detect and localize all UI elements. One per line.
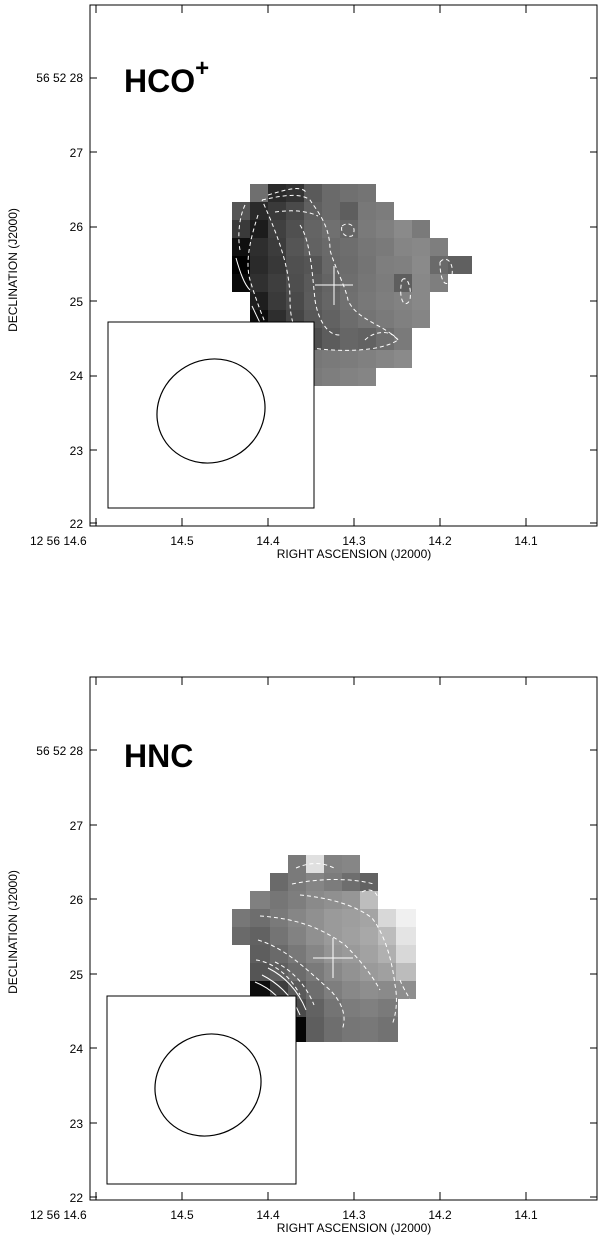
x-tick-label: 14.4 — [256, 1208, 280, 1222]
y-tick-label: 26 — [70, 893, 84, 907]
panel-hco: HCO+ 56 52 28 27 26 25 24 23 22 12 56 14… — [6, 4, 598, 561]
y-tick-label: 26 — [70, 220, 84, 234]
beam-ellipse — [156, 358, 266, 464]
y-tick-label: 22 — [70, 517, 84, 531]
center-cross-marker — [315, 266, 353, 305]
y-tick-label: 24 — [70, 1042, 84, 1056]
y-axis-title: DECLINATION (J2000) — [6, 208, 20, 332]
x-tick-label: 14.3 — [342, 534, 366, 548]
y-tick-label-top: 56 52 28 — [36, 71, 83, 85]
y-tick-label: 25 — [70, 968, 84, 982]
panel-hnc: HNC 56 52 28 27 26 25 24 23 22 12 56 14.… — [6, 676, 598, 1235]
beam-box — [106, 995, 297, 1185]
x-tick-label: 14.2 — [428, 1208, 452, 1222]
panel-title: HCO+ — [124, 55, 209, 99]
x-tick-label: 14.1 — [514, 1208, 538, 1222]
x-tick-label: 14.4 — [256, 534, 280, 548]
y-tick-label: 23 — [70, 1117, 84, 1131]
y-axis-title: DECLINATION (J2000) — [6, 870, 20, 994]
y-tick-label: 23 — [70, 444, 84, 458]
x-tick-label: 14.5 — [170, 1208, 194, 1222]
x-tick-label: 14.3 — [342, 1208, 366, 1222]
panel-title: HNC — [124, 738, 193, 774]
center-cross-marker — [313, 938, 353, 978]
y-tick-label: 27 — [70, 146, 84, 160]
y-tick-label-top: 56 52 28 — [36, 744, 83, 758]
axis-ticks — [90, 677, 597, 1200]
y-tick-label: 27 — [70, 819, 84, 833]
intensity-map — [232, 184, 472, 386]
x-axis-title: RIGHT ASCENSION (J2000) — [277, 547, 432, 561]
axis-ticks — [90, 5, 597, 526]
x-tick-label: 14.2 — [428, 534, 452, 548]
y-tick-label: 24 — [70, 369, 84, 383]
y-tick-label: 22 — [70, 1191, 84, 1205]
x-axis-title: RIGHT ASCENSION (J2000) — [277, 1221, 432, 1235]
x-tick-label: 14.5 — [170, 534, 194, 548]
beam-ellipse — [154, 1033, 262, 1137]
plot-frame — [89, 676, 598, 1201]
beam-box — [107, 321, 315, 509]
plot-frame — [89, 4, 598, 527]
x-tick-label: 14.1 — [514, 534, 538, 548]
y-tick-label: 25 — [70, 295, 84, 309]
x-tick-label-first: 12 56 14.6 — [30, 534, 87, 548]
x-tick-label-first: 12 56 14.6 — [30, 1208, 87, 1222]
